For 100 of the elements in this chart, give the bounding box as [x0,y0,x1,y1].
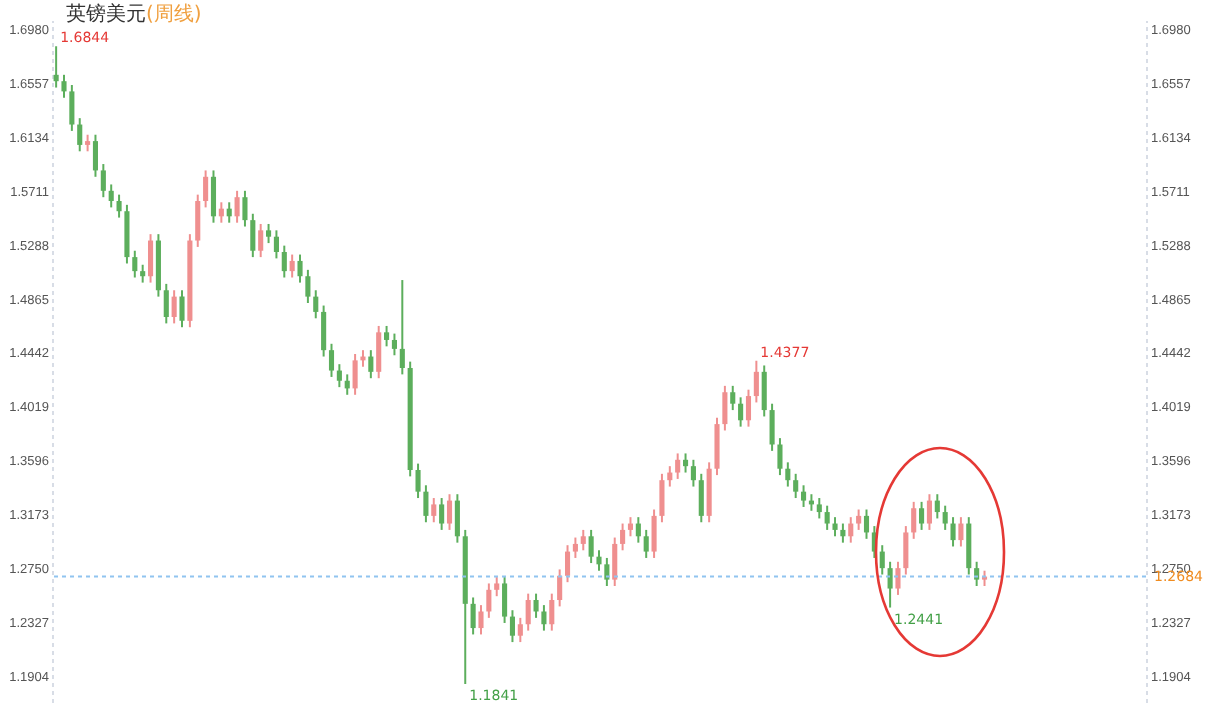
candlestick [352,352,358,396]
candlestick [525,592,531,632]
candlestick [832,516,838,538]
candlestick [423,484,429,524]
candlestick [635,516,641,544]
candlestick [61,73,67,99]
candlestick [793,472,799,500]
candlestick [934,493,940,520]
candlestick [53,45,59,89]
candlestick [470,596,476,636]
candlestick [163,282,169,325]
candlestick [722,384,728,432]
candlestick [572,536,578,559]
candlestick [769,402,775,452]
candlestick [580,528,586,552]
candlestick [116,193,122,219]
candlestick [879,544,885,576]
candlestick [179,289,185,329]
candlestick [848,516,854,544]
candlestick [777,437,783,477]
candlestick [328,342,335,378]
candlestick [502,576,508,624]
candlestick [289,253,295,279]
candlestick [384,324,390,348]
candlestick [557,568,563,608]
candlestick [564,544,571,584]
candlestick [281,244,287,279]
candlestick [675,452,681,480]
candlestick [596,549,602,572]
candlestick [785,461,791,488]
candlestick [368,349,374,380]
candlestick [321,304,327,358]
candlestick [147,233,154,284]
candlestick [108,183,114,209]
candlestick [588,528,594,565]
candlestick [690,458,696,488]
candlestick [376,324,382,380]
candlestick [903,525,909,576]
candlestick [77,117,83,153]
candlestick [391,332,397,357]
candlestick [509,609,516,644]
candlestick [706,461,712,524]
candlestick [226,201,232,224]
candlestick [667,465,673,488]
candlestick [714,416,720,477]
candlestick [124,203,130,265]
candlestick [856,508,862,531]
candlestick [92,133,99,178]
candlestick [517,616,523,644]
candlestick [273,229,279,260]
candlestick [745,388,752,428]
candlestick [604,556,610,587]
candlestick [266,222,272,245]
candlestick [336,363,342,389]
candlestick [100,163,106,199]
candlestick [218,201,224,224]
candlestick [738,396,744,428]
candlestick [911,500,917,540]
candlestick [824,504,830,531]
candlestick [958,516,964,548]
candlestick [682,452,689,474]
candlestick [926,493,932,531]
candlestick [950,516,956,548]
candlestick [399,279,405,376]
candlestick [446,493,453,531]
candlestick [242,189,248,228]
candlestick [919,500,925,531]
candlestick [730,384,736,412]
candlestick [132,249,138,279]
candlestick [344,373,350,396]
candlestick [549,592,555,632]
candlestick [415,462,421,500]
candlestick [753,359,759,404]
candlestick [840,522,846,544]
candlestick [942,504,948,531]
candlestick [620,522,626,552]
chart-subtitle: (周线) [146,4,202,26]
candlestick [69,84,75,132]
candlestick [171,289,177,325]
chart-title: 英镑美元 [66,4,146,26]
candlestick [627,516,634,538]
candlestick [659,472,665,524]
candlestick [203,169,209,209]
candlestick [698,472,704,524]
candlestick [541,604,547,632]
candlestick [250,212,256,259]
candlestick [801,484,807,508]
candlestick [210,169,217,224]
candlestick [651,508,657,559]
candlestick [612,536,618,587]
candlestick [887,560,893,609]
candlestick [761,364,767,418]
candlestick [966,516,972,576]
candlestick [195,193,201,248]
candlestick [258,222,264,259]
candlestick [486,582,492,619]
candlestick [305,268,311,304]
candlestick [643,528,649,559]
candlestick [478,604,484,636]
candlestick [234,189,240,224]
